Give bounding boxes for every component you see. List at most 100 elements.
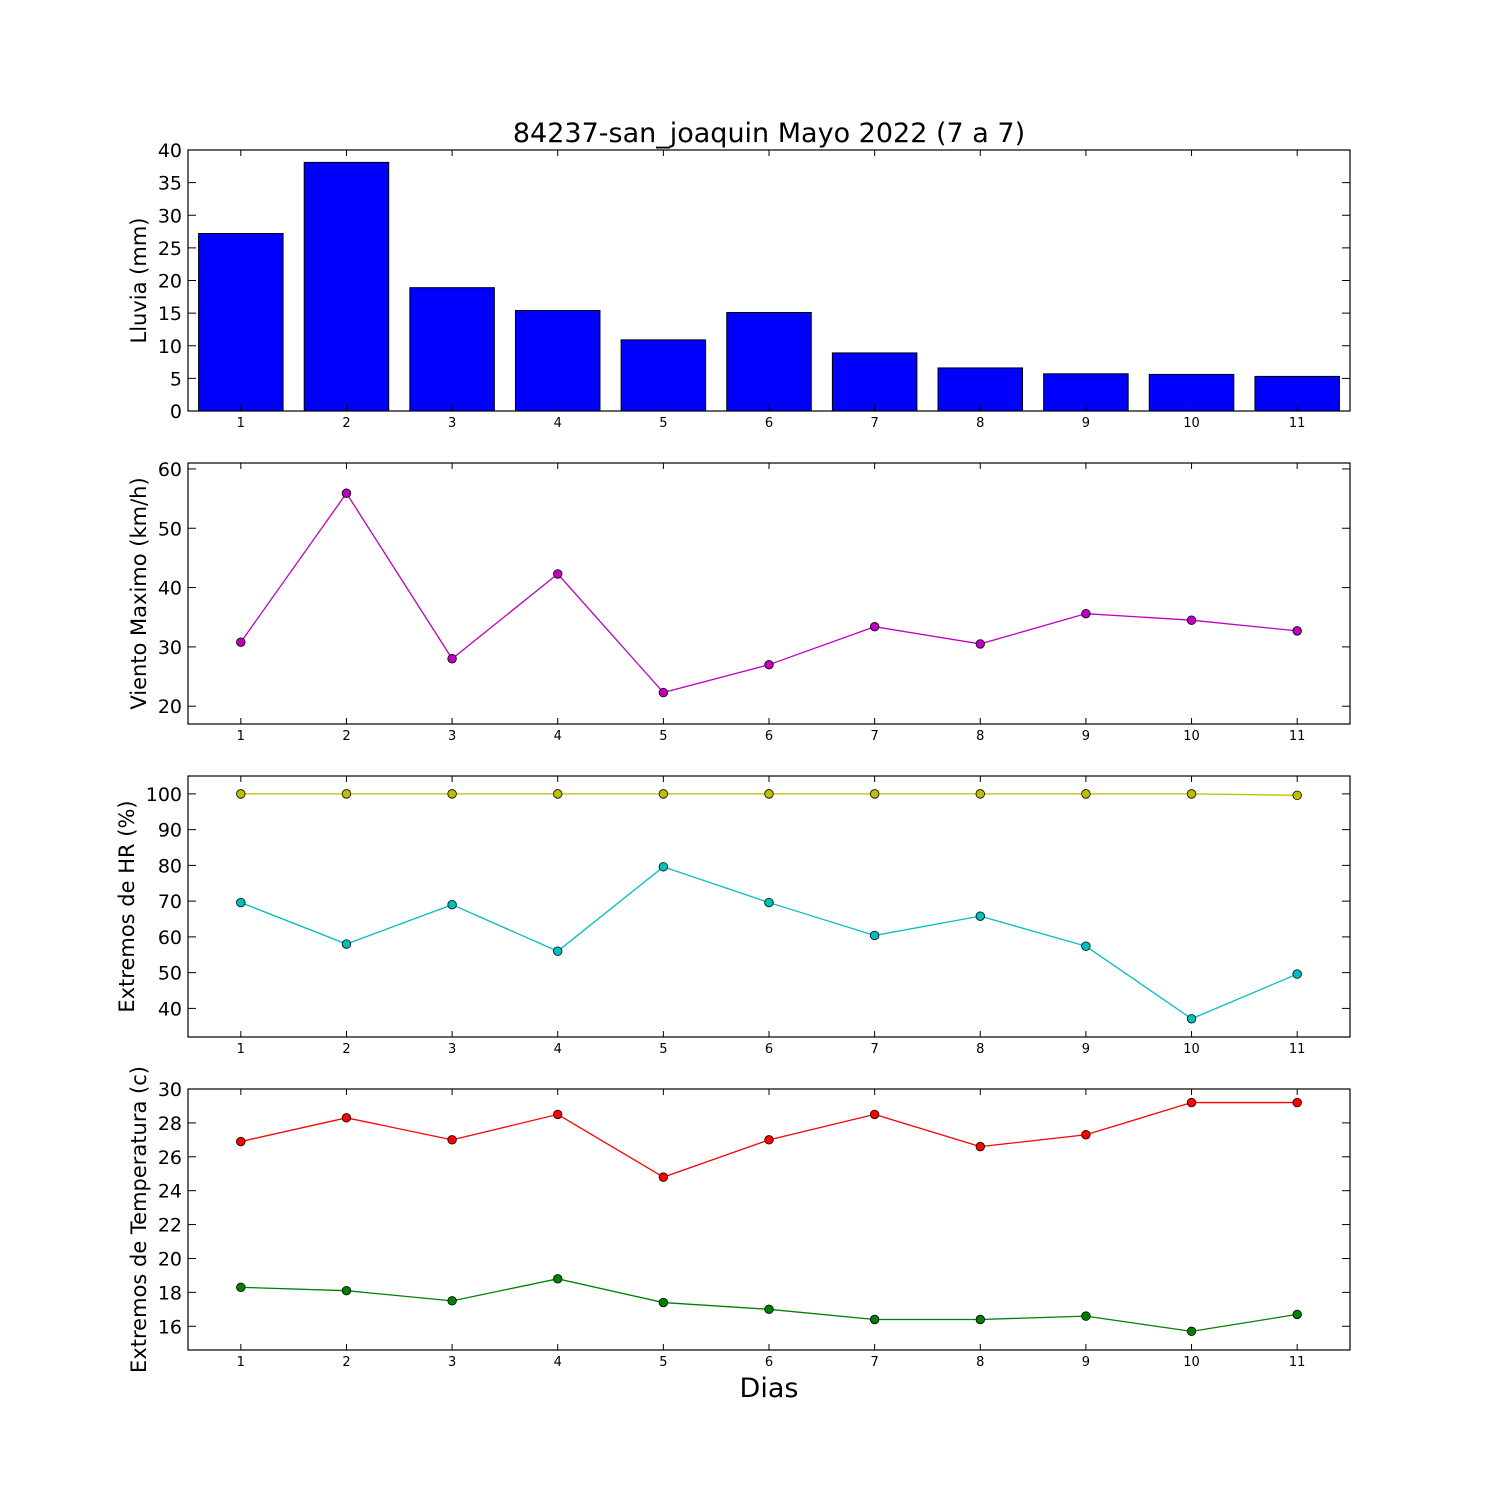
- x-tick-label: 11: [1289, 1355, 1306, 1370]
- data-point: [447, 900, 457, 910]
- y-tick-label: 20: [158, 696, 182, 718]
- x-tick-label: 11: [1289, 416, 1306, 431]
- y-tick-label: 24: [158, 1181, 182, 1203]
- x-tick-label: 3: [448, 729, 456, 744]
- data-point: [553, 569, 563, 579]
- x-tick-label: 1: [237, 1355, 245, 1370]
- subplot-3: 1 2 3 4 5 6 7 8 9 10 11 40 50 60 70 80 90 100 Extremos de …: [115, 775, 1351, 1057]
- data-point: [1186, 1097, 1197, 1108]
- data-point: [975, 639, 985, 649]
- data-point: [341, 1113, 352, 1123]
- x-tick-label: 4: [554, 1355, 562, 1370]
- data-point: [1186, 789, 1197, 799]
- y-tick-label: 50: [158, 518, 182, 540]
- data-point: [236, 789, 246, 799]
- data-point: [869, 930, 880, 941]
- y-axis-label: Lluvia (mm): [127, 218, 151, 344]
- data-point: [553, 946, 563, 956]
- data-point: [341, 1285, 352, 1296]
- subplot-4: 1 2 3 4 5 6 7 8 9 10 11 16 18 20 22 24 26 28 30 Extremos de…: [127, 1066, 1351, 1373]
- x-tick-label: 5: [659, 1042, 667, 1057]
- y-tick-label: 60: [158, 927, 182, 949]
- x-tick-label: 1: [237, 729, 245, 744]
- x-tick-label: 4: [554, 729, 562, 744]
- x-tick-label: 8: [976, 729, 984, 744]
- data-point: [975, 789, 985, 799]
- x-tick-label: 2: [342, 1042, 350, 1057]
- x-tick-label: 4: [554, 1042, 562, 1057]
- y-tick-label: 25: [158, 238, 182, 260]
- x-tick-label: 1: [237, 1042, 245, 1057]
- data-point: [764, 1135, 774, 1145]
- y-tick-label: 22: [158, 1215, 182, 1237]
- data-point: [1292, 1097, 1302, 1108]
- data-point: [1081, 789, 1091, 799]
- x-tick-label: 7: [870, 416, 878, 431]
- y-axis-label: Viento Maximo (km/h): [127, 477, 151, 709]
- x-tick-label: 10: [1183, 416, 1200, 431]
- x-tick-label: 10: [1183, 1042, 1200, 1057]
- data-point: [553, 789, 563, 799]
- x-tick-label: 6: [765, 1042, 773, 1057]
- x-tick-label: 4: [554, 416, 562, 431]
- y-tick-label: 26: [158, 1147, 182, 1169]
- y-tick-label: 28: [158, 1113, 182, 1135]
- x-tick-label: 6: [765, 1355, 773, 1370]
- data-point: [975, 1314, 985, 1325]
- data-point: [1081, 608, 1091, 619]
- data-point: [447, 1296, 457, 1306]
- x-tick-label: 6: [765, 729, 773, 744]
- bar: [1148, 373, 1235, 412]
- y-tick-label: 0: [170, 401, 182, 423]
- y-tick-label: 16: [158, 1316, 182, 1338]
- data-point: [764, 1304, 774, 1315]
- y-tick-label: 30: [158, 637, 182, 659]
- x-tick-label: 1: [237, 416, 245, 431]
- data-point: [975, 911, 985, 921]
- data-point: [236, 897, 246, 908]
- bar: [303, 161, 390, 412]
- x-tick-label: 3: [448, 1355, 456, 1370]
- data-point: [1186, 1014, 1197, 1024]
- data-point: [1292, 969, 1302, 979]
- data-point: [764, 789, 774, 799]
- bar: [937, 367, 1024, 412]
- y-tick-label: 80: [158, 855, 182, 877]
- y-tick-label: 10: [158, 336, 182, 358]
- data-point: [658, 862, 669, 872]
- data-point: [1081, 941, 1091, 951]
- y-tick-label: 20: [158, 271, 182, 293]
- bar: [726, 311, 812, 412]
- data-point: [658, 1172, 669, 1182]
- x-tick-label: 10: [1183, 1355, 1200, 1370]
- data-point: [869, 789, 880, 799]
- y-tick-label: 40: [158, 578, 182, 600]
- data-point: [553, 1109, 563, 1120]
- x-tick-label: 10: [1183, 729, 1200, 744]
- x-tick-label: 11: [1289, 1042, 1306, 1057]
- y-tick-label: 5: [170, 368, 182, 390]
- data-point: [869, 622, 880, 632]
- x-tick-label: 5: [659, 729, 667, 744]
- x-axis-label: Dias: [740, 1373, 799, 1404]
- y-tick-label: 70: [158, 891, 182, 913]
- data-point: [236, 1136, 246, 1147]
- x-tick-label: 7: [870, 1042, 878, 1057]
- x-tick-label: 9: [1082, 1355, 1090, 1370]
- y-tick-label: 30: [158, 205, 182, 227]
- data-point: [1292, 626, 1302, 636]
- x-tick-label: 6: [765, 416, 773, 431]
- x-tick-label: 9: [1082, 416, 1090, 431]
- data-point: [869, 1314, 880, 1325]
- bar: [198, 233, 284, 412]
- x-tick-label: 8: [976, 416, 984, 431]
- bar: [620, 339, 707, 412]
- bar: [831, 352, 918, 412]
- data-point: [236, 637, 246, 647]
- bar: [514, 310, 601, 412]
- x-tick-label: 5: [659, 416, 667, 431]
- x-tick-label: 7: [870, 1355, 878, 1370]
- data-point: [341, 789, 352, 799]
- data-point: [553, 1274, 563, 1284]
